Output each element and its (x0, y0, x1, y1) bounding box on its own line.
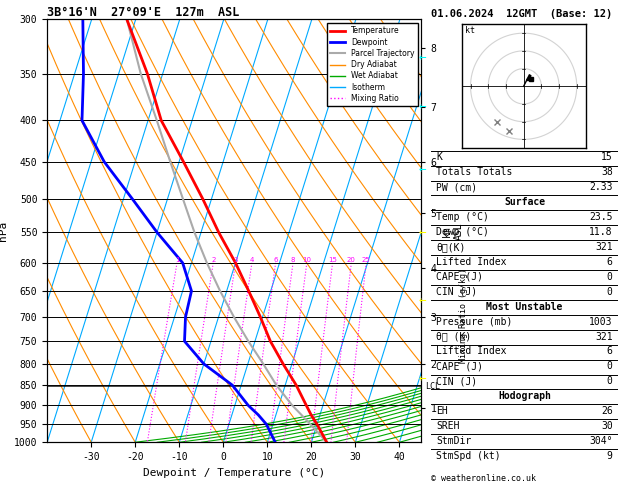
Text: 2.33: 2.33 (589, 182, 613, 192)
Text: Pressure (mb): Pressure (mb) (437, 316, 513, 327)
Text: 25: 25 (362, 257, 370, 263)
Text: 321: 321 (595, 331, 613, 342)
Text: StmDir: StmDir (437, 436, 472, 446)
Text: Most Unstable: Most Unstable (486, 302, 563, 312)
Text: EH: EH (437, 406, 448, 416)
Text: Surface: Surface (504, 197, 545, 207)
Text: 6: 6 (274, 257, 278, 263)
Text: 9: 9 (607, 451, 613, 461)
Text: ←: ← (419, 295, 426, 308)
Y-axis label: hPa: hPa (0, 221, 8, 241)
Text: θᴄ(K): θᴄ(K) (437, 242, 466, 252)
Legend: Temperature, Dewpoint, Parcel Trajectory, Dry Adiabat, Wet Adiabat, Isotherm, Mi: Temperature, Dewpoint, Parcel Trajectory… (326, 23, 418, 106)
Text: CIN (J): CIN (J) (437, 376, 477, 386)
Text: 0: 0 (607, 272, 613, 282)
Text: 01.06.2024  12GMT  (Base: 12): 01.06.2024 12GMT (Base: 12) (431, 9, 612, 19)
Text: 3: 3 (233, 257, 238, 263)
Text: 0: 0 (607, 287, 613, 297)
Text: Dewp (°C): Dewp (°C) (437, 227, 489, 237)
Text: 10: 10 (303, 257, 311, 263)
Text: 38: 38 (601, 167, 613, 177)
Text: 1003: 1003 (589, 316, 613, 327)
Text: © weatheronline.co.uk: © weatheronline.co.uk (431, 474, 536, 483)
Text: ←: ← (419, 101, 426, 113)
Text: K: K (437, 153, 442, 162)
Text: 26: 26 (601, 406, 613, 416)
Text: Totals Totals: Totals Totals (437, 167, 513, 177)
Text: 304°: 304° (589, 436, 613, 446)
Text: LCL: LCL (425, 382, 440, 391)
Text: PW (cm): PW (cm) (437, 182, 477, 192)
Text: ←: ← (419, 373, 426, 385)
Text: ←: ← (419, 52, 426, 65)
Text: SREH: SREH (437, 421, 460, 431)
Text: 4: 4 (250, 257, 254, 263)
Text: ←: ← (419, 164, 426, 176)
Text: 6: 6 (607, 347, 613, 356)
Text: CAPE (J): CAPE (J) (437, 362, 484, 371)
Text: kt: kt (465, 26, 476, 35)
Text: 15: 15 (601, 153, 613, 162)
Text: 11.8: 11.8 (589, 227, 613, 237)
Text: Hodograph: Hodograph (498, 391, 551, 401)
Text: 2: 2 (211, 257, 216, 263)
Text: Temp (°C): Temp (°C) (437, 212, 489, 222)
Text: Lifted Index: Lifted Index (437, 347, 507, 356)
Text: 1: 1 (175, 257, 179, 263)
Text: StmSpd (kt): StmSpd (kt) (437, 451, 501, 461)
Text: 8: 8 (291, 257, 295, 263)
Text: CIN (J): CIN (J) (437, 287, 477, 297)
Text: θᴄ (K): θᴄ (K) (437, 331, 472, 342)
Text: 15: 15 (328, 257, 337, 263)
X-axis label: Dewpoint / Temperature (°C): Dewpoint / Temperature (°C) (143, 468, 325, 478)
Y-axis label: km
ASL: km ASL (442, 222, 464, 240)
Text: 6: 6 (607, 257, 613, 267)
Text: Mixing Ratio (g/kg): Mixing Ratio (g/kg) (459, 268, 468, 363)
Text: 20: 20 (347, 257, 356, 263)
Text: 0: 0 (607, 376, 613, 386)
Text: 3B°16'N  27°09'E  127m  ASL: 3B°16'N 27°09'E 127m ASL (47, 6, 240, 19)
Text: ←: ← (419, 227, 426, 240)
Text: 321: 321 (595, 242, 613, 252)
Text: 0: 0 (607, 362, 613, 371)
Text: 30: 30 (601, 421, 613, 431)
Text: Lifted Index: Lifted Index (437, 257, 507, 267)
Text: 23.5: 23.5 (589, 212, 613, 222)
Text: CAPE (J): CAPE (J) (437, 272, 484, 282)
